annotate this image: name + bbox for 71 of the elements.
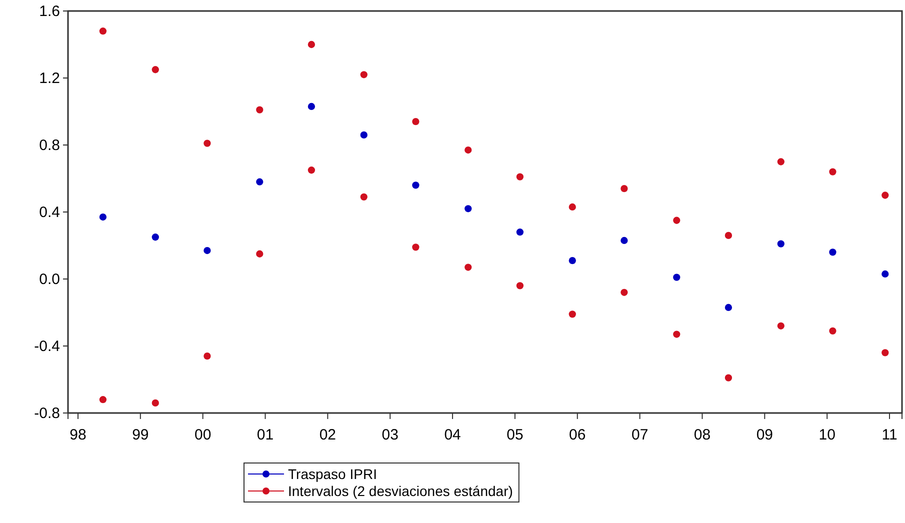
y-tick-label: -0.8 bbox=[34, 404, 60, 422]
x-tick-label: 07 bbox=[631, 426, 648, 444]
point bbox=[620, 288, 628, 296]
point bbox=[673, 216, 680, 224]
y-tick-label: 1.6 bbox=[39, 2, 60, 20]
point bbox=[724, 232, 732, 240]
x-tick-label: 99 bbox=[132, 426, 149, 444]
point bbox=[777, 158, 784, 166]
point bbox=[256, 250, 264, 258]
point bbox=[464, 205, 472, 212]
legend-label: Traspaso IPRI bbox=[288, 466, 377, 482]
point bbox=[516, 228, 524, 236]
point bbox=[256, 178, 264, 186]
point bbox=[256, 106, 264, 114]
x-tick-label: 00 bbox=[194, 426, 212, 444]
point bbox=[204, 140, 211, 147]
point bbox=[308, 40, 316, 48]
point bbox=[673, 330, 680, 338]
x-tick-label: 98 bbox=[70, 426, 86, 444]
y-tick-label: 0.4 bbox=[39, 204, 60, 221]
point bbox=[204, 246, 211, 254]
x-tick-label: 01 bbox=[256, 426, 274, 444]
point bbox=[724, 304, 732, 312]
point bbox=[568, 203, 576, 211]
point bbox=[412, 118, 420, 126]
x-tick-label: 04 bbox=[444, 426, 461, 444]
point bbox=[204, 352, 211, 360]
point bbox=[516, 282, 524, 290]
point bbox=[777, 322, 784, 330]
point bbox=[152, 234, 159, 241]
y-tick-label: -0.4 bbox=[34, 338, 60, 355]
point bbox=[673, 274, 680, 281]
point bbox=[568, 310, 576, 318]
point bbox=[568, 257, 576, 264]
x-tick-label: 05 bbox=[506, 426, 524, 444]
point bbox=[360, 193, 368, 200]
point bbox=[360, 131, 368, 139]
point bbox=[620, 184, 628, 192]
x-tick-label: 09 bbox=[756, 426, 774, 444]
point bbox=[360, 71, 368, 78]
y-tick-label: 0.0 bbox=[39, 270, 60, 288]
point bbox=[724, 374, 732, 382]
x-tick-label: 11 bbox=[882, 426, 898, 444]
point bbox=[777, 240, 784, 248]
point bbox=[516, 173, 524, 180]
point bbox=[99, 396, 107, 404]
point bbox=[308, 166, 316, 174]
y-tick-label: 0.8 bbox=[39, 136, 60, 154]
point bbox=[464, 264, 472, 271]
point bbox=[829, 327, 836, 334]
point bbox=[882, 192, 889, 199]
legend-label: Intervalos (2 desviaciones estándar) bbox=[288, 483, 513, 499]
point bbox=[829, 168, 836, 176]
point bbox=[308, 102, 316, 110]
y-tick-label: 1.2 bbox=[39, 70, 60, 87]
x-tick-label: 02 bbox=[319, 426, 336, 444]
point bbox=[829, 248, 836, 256]
point bbox=[620, 236, 628, 244]
point bbox=[412, 244, 420, 251]
x-tick-label: 03 bbox=[382, 426, 398, 444]
point bbox=[152, 66, 159, 74]
x-tick-label: 06 bbox=[569, 426, 586, 444]
x-tick-label: 08 bbox=[694, 426, 711, 444]
point bbox=[464, 146, 472, 154]
point bbox=[882, 270, 889, 278]
point bbox=[152, 399, 159, 407]
point bbox=[99, 28, 107, 35]
point bbox=[99, 213, 107, 221]
point bbox=[412, 182, 420, 189]
point bbox=[882, 349, 889, 356]
x-tick-label: 10 bbox=[818, 426, 836, 444]
